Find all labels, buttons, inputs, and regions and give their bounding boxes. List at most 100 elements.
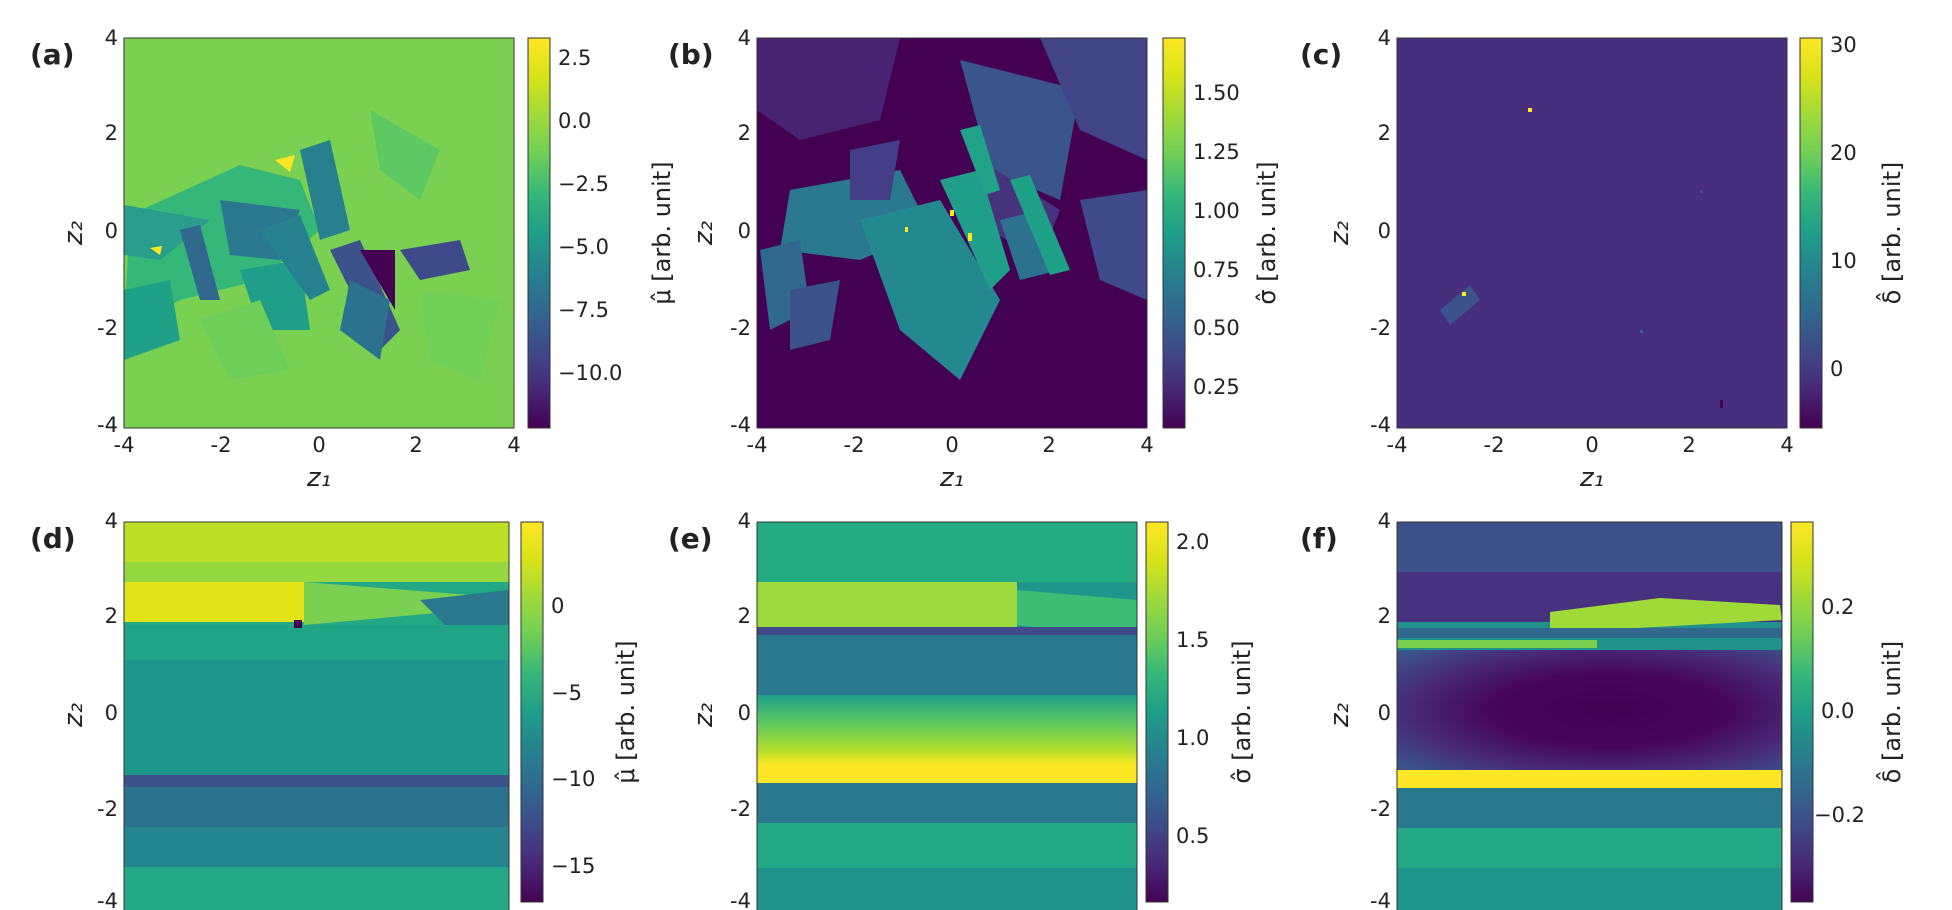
panel-d-colorbar	[520, 521, 544, 903]
panel-b-cb-tick: 1.00	[1193, 199, 1240, 223]
panel-e-y-tick: 4	[738, 509, 751, 533]
panel-a-x-tick: 0	[312, 433, 325, 457]
panel-b-heatmap	[757, 38, 1147, 428]
panel-d-letter: (d)	[30, 522, 76, 555]
panel-f-y-ticks: 4 2 0 -2 -4	[1370, 509, 1391, 910]
panel-c-colorbar	[1799, 37, 1823, 429]
panel-f-colorbar-ticks: 0.2 0.0 −0.2	[1814, 595, 1865, 827]
panel-e-y-label: z₂	[689, 703, 719, 728]
panel-a-cb-tick: 2.5	[558, 46, 591, 70]
panel-b-cb-tick: 0.50	[1193, 316, 1240, 340]
panel-c-x-ticks: -4 -2 0 2 4	[1387, 433, 1794, 457]
panel-f-heatmap	[1397, 522, 1782, 910]
panel-a-heatmap	[124, 38, 514, 428]
panel-a-x-label: z₁	[306, 463, 331, 493]
panel-b-y-tick: 4	[738, 26, 751, 50]
panel-e-y-tick: -2	[730, 797, 751, 821]
panel-d-colorbar-label: μ̂ [arb. unit]	[612, 640, 640, 783]
panel-c-y-tick: -4	[1370, 413, 1391, 437]
panel-f-cb-tick: 0.0	[1821, 699, 1854, 723]
panel-e-y-ticks: 4 2 0 -2 -4	[730, 509, 751, 910]
panel-a-colorbar	[527, 37, 551, 429]
panel-b-colorbar-ticks: 1.50 1.25 1.00 0.75 0.50 0.25	[1193, 81, 1240, 399]
panel-d-heatmap	[124, 522, 509, 910]
panel-a-y-tick: -4	[97, 413, 118, 437]
panel-b-y-label: z₂	[689, 221, 719, 246]
panel-a-cb-tick: −7.5	[558, 298, 609, 322]
panel-c-y-label: z₂	[1325, 221, 1355, 246]
panel-c-colorbar-ticks: 30 20 10 0	[1830, 33, 1857, 381]
panel-f-cb-tick: 0.2	[1821, 595, 1854, 619]
panel-f-y-tick: 4	[1378, 509, 1391, 533]
panel-a-cb-tick: −2.5	[558, 172, 609, 196]
panel-d-cb-tick: −10	[551, 767, 595, 791]
panel-a-x-tick: 2	[409, 433, 422, 457]
panel-d-y-tick: 0	[105, 701, 118, 725]
panel-c-cb-tick: 10	[1830, 249, 1857, 273]
panel-b-y-ticks: 4 2 0 -2 -4	[730, 26, 751, 437]
panel-e-letter: (e)	[668, 522, 713, 555]
panel-f-y-tick: 2	[1378, 604, 1391, 628]
panel-e-colorbar-ticks: 2.0 1.5 1.0 0.5	[1176, 530, 1209, 848]
panel-c-letter: (c)	[1300, 38, 1342, 71]
panel-c-x-tick: -4	[1387, 433, 1408, 457]
panel-e-heatmap	[757, 522, 1137, 910]
panel-a-y-tick: 0	[105, 219, 118, 243]
panel-f-y-tick: 0	[1378, 701, 1391, 725]
panel-a-colorbar-ticks: 2.5 0.0 −2.5 −5.0 −7.5 −10.0	[558, 46, 622, 385]
panel-d-y-ticks: 4 2 0 -2 -4	[97, 509, 118, 910]
panel-e-colorbar	[1145, 521, 1169, 903]
panel-a-x-tick: 4	[507, 433, 520, 457]
panel-e-cb-tick: 1.5	[1176, 628, 1209, 652]
panel-f: (f) 4 2 0 -2 -4 z₂ 0.2 0.0	[1300, 509, 1906, 910]
panel-d-cb-tick: 0	[551, 594, 564, 618]
panel-e-cb-tick: 1.0	[1176, 726, 1209, 750]
panel-b-y-tick: 0	[738, 219, 751, 243]
panel-a: (a) 4 2 0 -2 -4	[30, 26, 676, 493]
panel-c-cb-tick: 30	[1830, 33, 1857, 57]
panel-c-x-label: z₁	[1579, 463, 1604, 493]
panel-c-x-tick: 4	[1780, 433, 1793, 457]
panel-e-colorbar-label: σ̂ [arb. unit]	[1228, 640, 1256, 783]
panel-c-heatmap	[1397, 38, 1787, 428]
panel-c-cb-tick: 0	[1830, 357, 1843, 381]
panel-a-x-ticks: -4 -2 0 2 4	[114, 433, 521, 457]
panel-e-cb-tick: 0.5	[1176, 824, 1209, 848]
panel-f-y-tick: -2	[1370, 797, 1391, 821]
panel-b-y-tick: -2	[730, 316, 751, 340]
panel-a-y-tick: 2	[105, 121, 118, 145]
panel-a-y-label: z₂	[59, 221, 89, 246]
panel-a-cb-tick: −5.0	[558, 235, 609, 259]
panel-c-x-tick: 0	[1585, 433, 1598, 457]
panel-b: (b) 4 2 0 -2 -4	[668, 26, 1281, 493]
panel-a-y-tick: 4	[105, 26, 118, 50]
panel-b-y-tick: -4	[730, 413, 751, 437]
panel-b-y-tick: 2	[738, 121, 751, 145]
panel-f-y-tick: -4	[1370, 889, 1391, 910]
panel-b-x-tick: -2	[844, 433, 865, 457]
panel-c: (c) 4 2 0 -2 -4 -4 -2 0 2 4 z₁ z₂	[1300, 26, 1906, 493]
panel-b-x-tick: 0	[945, 433, 958, 457]
panel-c-x-tick: -2	[1484, 433, 1505, 457]
panel-e-y-tick: 2	[738, 604, 751, 628]
panel-c-y-tick: 0	[1378, 219, 1391, 243]
panel-b-x-tick: 2	[1042, 433, 1055, 457]
panel-d-cb-tick: −5	[551, 681, 582, 705]
panel-b-cb-tick: 0.75	[1193, 258, 1240, 282]
panel-f-colorbar	[1790, 521, 1814, 903]
panel-b-x-tick: 4	[1140, 433, 1153, 457]
panel-a-plot-frame	[123, 37, 515, 429]
panel-f-letter: (f)	[1300, 522, 1338, 555]
panel-c-colorbar-label: δ̂ [arb. unit]	[1876, 162, 1906, 305]
panel-c-plot-frame	[1396, 37, 1788, 429]
panel-d-y-tick: 2	[105, 604, 118, 628]
panel-c-y-tick: 4	[1378, 26, 1391, 50]
panel-e-cb-tick: 2.0	[1176, 530, 1209, 554]
panel-b-cb-tick: 1.25	[1193, 140, 1240, 164]
panel-d-y-tick: -4	[97, 889, 118, 910]
panel-b-x-ticks: -4 -2 0 2 4	[747, 433, 1154, 457]
panel-d-y-tick: -2	[97, 797, 118, 821]
panel-c-y-tick: -2	[1370, 316, 1391, 340]
panel-e: (e) 4 2 0 -2 -4 z₂ 2.0 1.5	[668, 509, 1256, 910]
panel-c-y-ticks: 4 2 0 -2 -4	[1370, 26, 1391, 437]
